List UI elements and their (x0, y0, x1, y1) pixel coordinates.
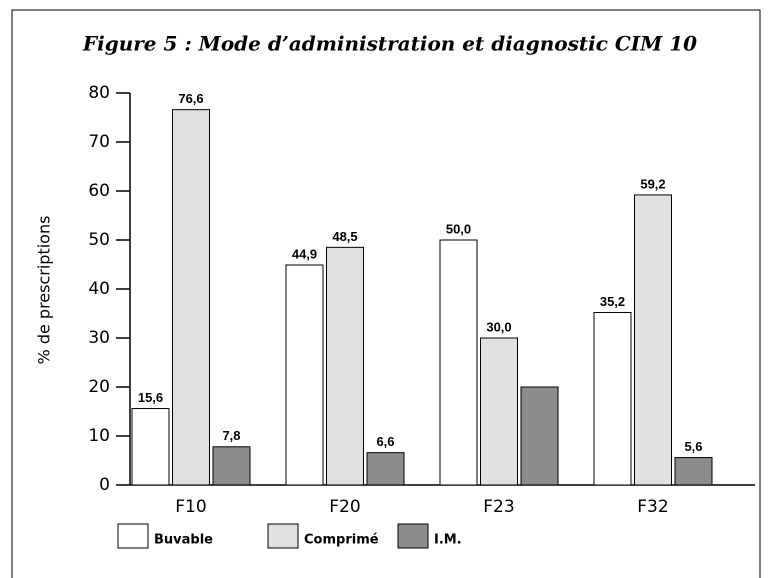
bar (480, 337, 518, 486)
value-label: 7,8 (222, 428, 240, 443)
y-tick-label: 40 (88, 279, 110, 299)
chart-title: Figure 5 : Mode d’administration et diag… (82, 32, 697, 56)
bar (172, 109, 210, 486)
value-label: 44,9 (292, 246, 317, 261)
bar (674, 457, 713, 486)
legend-label: Comprimé (304, 533, 379, 548)
x-tick-label: F10 (175, 497, 206, 517)
bar (520, 386, 559, 486)
y-tick-label: 30 (88, 328, 110, 348)
bar (634, 194, 672, 486)
legend-label: Buvable (154, 533, 213, 548)
y-tick-label: 10 (88, 426, 110, 446)
bar (285, 264, 324, 486)
value-label: 59,2 (640, 176, 665, 191)
value-label: 48,5 (332, 229, 357, 244)
y-tick-label: 20 (88, 377, 110, 397)
x-tick-label: F32 (637, 497, 668, 517)
bar (131, 408, 170, 486)
value-label: 5,6 (684, 439, 702, 454)
bar (593, 312, 632, 486)
y-tick-label: 50 (88, 230, 110, 250)
y-axis-label: % de prescriptions (35, 216, 54, 365)
legend-label: I.M. (434, 533, 462, 548)
bar (366, 452, 405, 486)
y-tick-label: 0 (99, 475, 110, 495)
bar (326, 246, 364, 486)
x-tick-label: F20 (329, 497, 360, 517)
bar (439, 239, 478, 486)
y-tick-label: 60 (88, 181, 110, 201)
legend-swatch (267, 523, 299, 549)
value-label: 30,0 (486, 319, 511, 334)
value-label: 6,6 (376, 434, 394, 449)
x-tick-label: F23 (483, 497, 514, 517)
value-label: 50,0 (446, 221, 471, 236)
legend-swatch (397, 523, 429, 549)
bar (212, 446, 251, 486)
y-tick-label: 80 (88, 83, 110, 103)
y-tick-label: 70 (88, 132, 110, 152)
value-label: 15,6 (138, 390, 163, 405)
value-label: 76,6 (178, 91, 203, 106)
legend-swatch (117, 523, 149, 549)
value-label: 35,2 (600, 294, 625, 309)
